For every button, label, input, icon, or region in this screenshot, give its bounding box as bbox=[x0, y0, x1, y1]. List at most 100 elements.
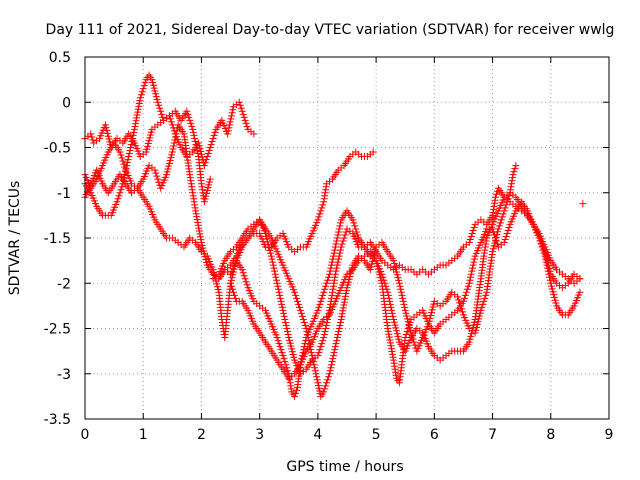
data-point bbox=[241, 275, 249, 283]
data-point bbox=[191, 137, 199, 145]
data-point bbox=[329, 252, 337, 260]
data-point bbox=[133, 111, 141, 119]
data-point bbox=[192, 140, 200, 148]
data-point bbox=[127, 144, 135, 151]
data-point bbox=[276, 294, 284, 302]
data-point bbox=[134, 105, 142, 113]
data-point bbox=[280, 309, 288, 317]
data-point bbox=[206, 144, 214, 151]
data-point bbox=[337, 219, 345, 227]
data-point bbox=[504, 226, 512, 234]
y-tick-label: -2 bbox=[57, 276, 71, 292]
data-point bbox=[387, 303, 395, 311]
data-point bbox=[317, 343, 325, 351]
data-point bbox=[187, 119, 195, 127]
data-point bbox=[319, 201, 327, 209]
y-tick-label: -1 bbox=[57, 186, 71, 202]
data-point bbox=[467, 270, 475, 278]
data-point bbox=[326, 267, 334, 275]
data-point bbox=[322, 325, 330, 332]
data-point bbox=[230, 291, 238, 299]
data-point bbox=[208, 137, 216, 145]
data-point bbox=[337, 315, 345, 323]
data-point bbox=[333, 234, 341, 242]
data-point bbox=[124, 156, 132, 164]
data-point bbox=[231, 294, 239, 302]
data-point bbox=[317, 207, 325, 215]
data-point bbox=[321, 328, 329, 336]
data-point bbox=[388, 309, 396, 317]
data-point bbox=[156, 104, 164, 112]
data-points bbox=[81, 71, 587, 400]
data-point bbox=[239, 110, 247, 118]
data-point bbox=[497, 216, 505, 224]
data-point bbox=[490, 231, 498, 239]
data-point bbox=[191, 134, 199, 142]
x-tick-label: 3 bbox=[255, 427, 264, 443]
data-point bbox=[201, 159, 209, 167]
x-tick-label: 0 bbox=[81, 427, 90, 443]
data-point bbox=[295, 303, 303, 311]
data-point bbox=[351, 222, 359, 230]
data-point bbox=[273, 279, 281, 287]
data-point bbox=[332, 340, 340, 348]
data-point bbox=[185, 113, 193, 121]
data-point bbox=[184, 110, 192, 118]
data-point bbox=[468, 267, 476, 275]
data-point bbox=[228, 112, 236, 120]
data-point bbox=[500, 239, 508, 247]
data-point bbox=[467, 232, 475, 240]
data-point bbox=[505, 223, 513, 231]
data-point bbox=[268, 255, 276, 263]
data-point bbox=[322, 382, 330, 390]
data-point bbox=[292, 389, 300, 397]
data-point bbox=[466, 236, 474, 244]
data-point bbox=[502, 232, 510, 240]
data-point bbox=[327, 361, 335, 369]
data-point bbox=[504, 195, 512, 203]
data-point bbox=[312, 370, 320, 378]
data-point bbox=[211, 128, 219, 136]
data-point bbox=[546, 276, 554, 284]
y-tick-label: -3.5 bbox=[44, 412, 71, 428]
data-point bbox=[330, 349, 338, 357]
data-point bbox=[116, 189, 124, 197]
data-point bbox=[579, 200, 587, 208]
data-point bbox=[331, 346, 339, 354]
data-point bbox=[316, 346, 324, 354]
data-point bbox=[296, 306, 304, 314]
data-point bbox=[283, 364, 291, 372]
data-point bbox=[125, 153, 133, 161]
data-point bbox=[115, 192, 123, 200]
data-point bbox=[136, 94, 144, 102]
y-tick-label: -2.5 bbox=[44, 322, 71, 338]
data-point bbox=[339, 304, 347, 312]
x-tick-label: 2 bbox=[197, 427, 206, 443]
data-point bbox=[324, 376, 332, 384]
data-point bbox=[237, 104, 245, 112]
data-point bbox=[320, 288, 328, 296]
data-point bbox=[242, 278, 250, 286]
data-point bbox=[119, 157, 127, 165]
data-point bbox=[195, 227, 203, 235]
data-point bbox=[503, 229, 511, 237]
data-point bbox=[389, 353, 397, 361]
chart-title: Day 111 of 2021, Sidereal Day-to-day VTE… bbox=[46, 22, 615, 38]
data-point bbox=[307, 349, 315, 357]
data-point bbox=[503, 198, 511, 206]
data-point bbox=[342, 290, 350, 298]
y-tick-label: -0.5 bbox=[44, 141, 71, 157]
x-tick-label: 1 bbox=[139, 427, 148, 443]
data-point bbox=[183, 107, 191, 115]
data-point bbox=[339, 237, 347, 245]
data-point bbox=[229, 106, 237, 114]
data-point bbox=[225, 124, 233, 132]
data-point bbox=[132, 117, 140, 125]
data-point bbox=[170, 139, 178, 147]
data-point bbox=[388, 348, 396, 356]
data-point bbox=[171, 136, 179, 144]
data-point bbox=[314, 306, 322, 314]
data-point bbox=[491, 234, 499, 242]
data-point bbox=[334, 231, 342, 239]
data-point bbox=[118, 154, 126, 162]
